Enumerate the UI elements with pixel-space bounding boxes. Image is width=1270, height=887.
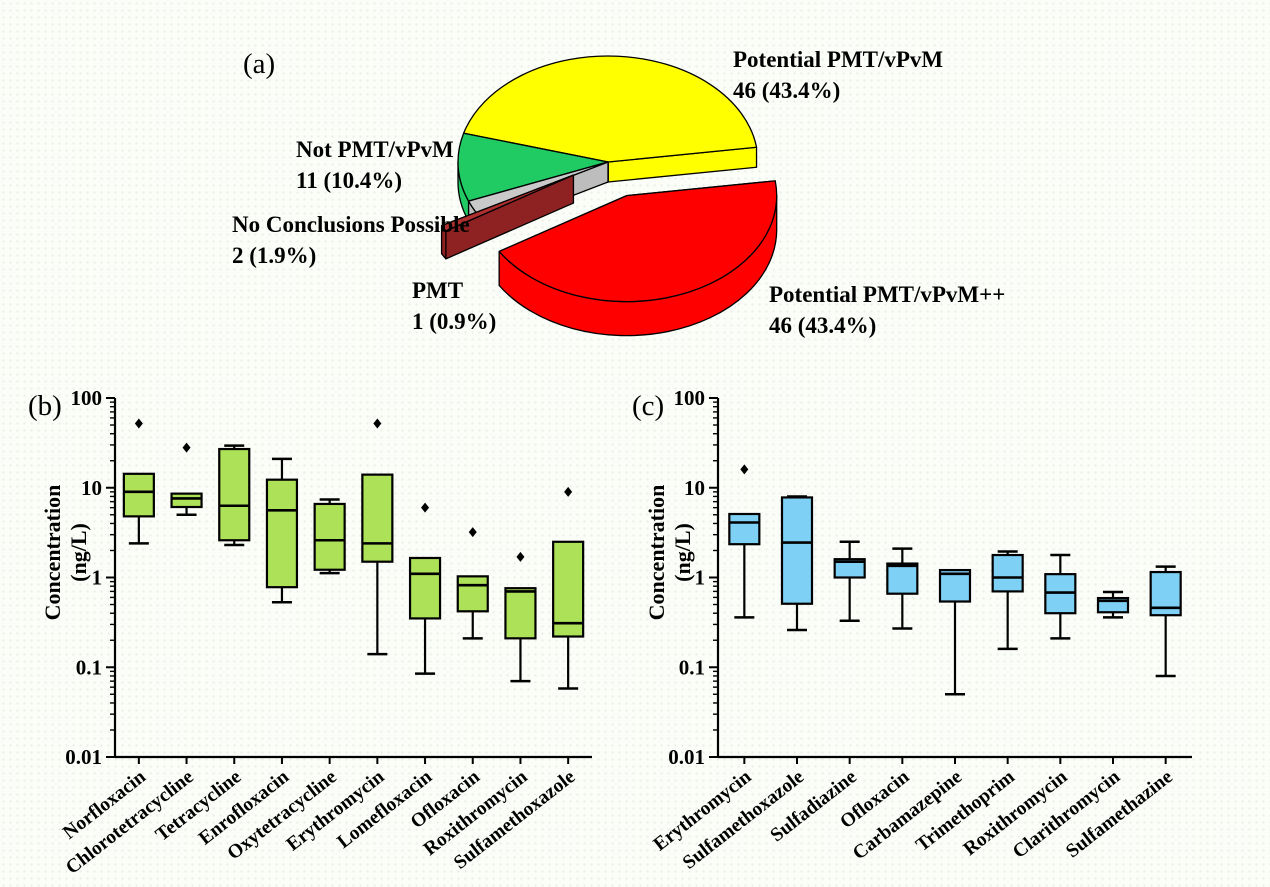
pie-label-pmt-name: PMT — [412, 278, 464, 303]
box-ofloxacin-outlier — [468, 527, 477, 538]
box-roxithromycin — [504, 587, 537, 640]
y-axis-label-line1: Concentration — [40, 485, 65, 621]
box-erythromycin-outlier — [740, 464, 749, 475]
panel-a-tag: (a) — [243, 48, 276, 80]
y-tick-label-100: 100 — [674, 386, 706, 410]
box-oxytetracycline — [313, 502, 346, 571]
box-enrofloxacin — [265, 478, 299, 589]
pie-label-not-pmt-vpvm-name: Not PMT/vPvM — [296, 137, 454, 162]
y-axis-label-line2: (ng/L) — [66, 523, 91, 582]
pie-slice-potential-pmt-vpvm — [498, 180, 778, 303]
y-tick-label-0.01: 0.01 — [668, 745, 705, 769]
y-axis-label-line1: Concentration — [644, 485, 669, 621]
box-tetracycline — [218, 447, 251, 542]
pie-label-not-pmt-vpvm: Not PMT/vPvM 11 (10.4%) — [296, 134, 454, 196]
box-chlorotetracycline-outlier — [182, 442, 191, 453]
y-tick-label-10: 10 — [81, 476, 102, 500]
y-tick-label-0.1: 0.1 — [679, 655, 705, 679]
pie-slice-pmt — [440, 174, 575, 232]
panel-c-tag: (c) — [632, 390, 665, 422]
box-sulfamethoxazole — [780, 496, 814, 605]
box-erythromycin — [728, 512, 761, 546]
box-trimethoprim — [991, 553, 1024, 593]
box-norfloxacin-outlier — [134, 418, 143, 429]
box-ofloxacin — [886, 562, 919, 595]
box-carbamazepine — [938, 568, 972, 603]
pie-chart-3d — [440, 55, 778, 337]
pie-label-potential-pmt-vpvm-name: Potential PMT/vPvM — [733, 47, 944, 72]
pie-label-potential-pmt-vpvm-pp-name: Potential PMT/vPvM++ — [769, 282, 1006, 307]
box-lomefloxacin-outlier — [421, 502, 430, 513]
box-chlorotetracycline — [170, 492, 203, 509]
box-erythromycin — [361, 473, 394, 563]
y-tick-label-1: 1 — [92, 566, 103, 590]
box-sulfamethoxazole-outlier — [564, 486, 573, 497]
box-roxithromycin-outlier — [516, 551, 525, 562]
pie-label-potential-pmt-vpvm-value: 46 (43.4%) — [733, 78, 841, 103]
y-tick-label-0.1: 0.1 — [76, 655, 102, 679]
y-tick-label-1: 1 — [695, 566, 706, 590]
box-ofloxacin — [456, 575, 489, 613]
pie-slice-not-pmt-vpvm — [457, 132, 609, 202]
box-lomefloxacin — [408, 556, 442, 620]
pie-label-pmt-value: 1 (0.9%) — [412, 309, 497, 334]
box-erythromycin-outlier — [373, 418, 382, 429]
pie-label-not-pmt-vpvm-value: 11 (10.4%) — [296, 168, 403, 193]
pie-label-pmt: PMT 1 (0.9%) — [412, 275, 496, 337]
pie-label-potential-pmt-vpvm: Potential PMT/vPvM 46 (43.4%) — [733, 44, 943, 106]
pie-label-no-conclusions-name: No Conclusions Possible — [232, 212, 470, 237]
pie-label-no-conclusions-value: 2 (1.9%) — [232, 243, 317, 268]
box-norfloxacin — [122, 472, 155, 518]
panel-b-tag: (b) — [28, 390, 62, 422]
y-tick-label-0.01: 0.01 — [65, 745, 102, 769]
pie-label-potential-pmt-vpvm-pp-value: 46 (43.4%) — [769, 313, 877, 338]
y-tick-label-100: 100 — [71, 386, 103, 410]
pie-label-potential-pmt-vpvm-pp: Potential PMT/vPvM++ 46 (43.4%) — [769, 279, 1005, 341]
pie-label-no-conclusions-possible: No Conclusions Possible 2 (1.9%) — [232, 209, 470, 271]
box-sulfamethoxazole — [552, 540, 585, 638]
pie-slice-potential-pmt-vpvm — [462, 55, 758, 163]
box-sulfadiazine — [833, 558, 866, 579]
y-tick-label-10: 10 — [684, 476, 705, 500]
y-axis-label-line2: (ng/L) — [670, 523, 695, 582]
